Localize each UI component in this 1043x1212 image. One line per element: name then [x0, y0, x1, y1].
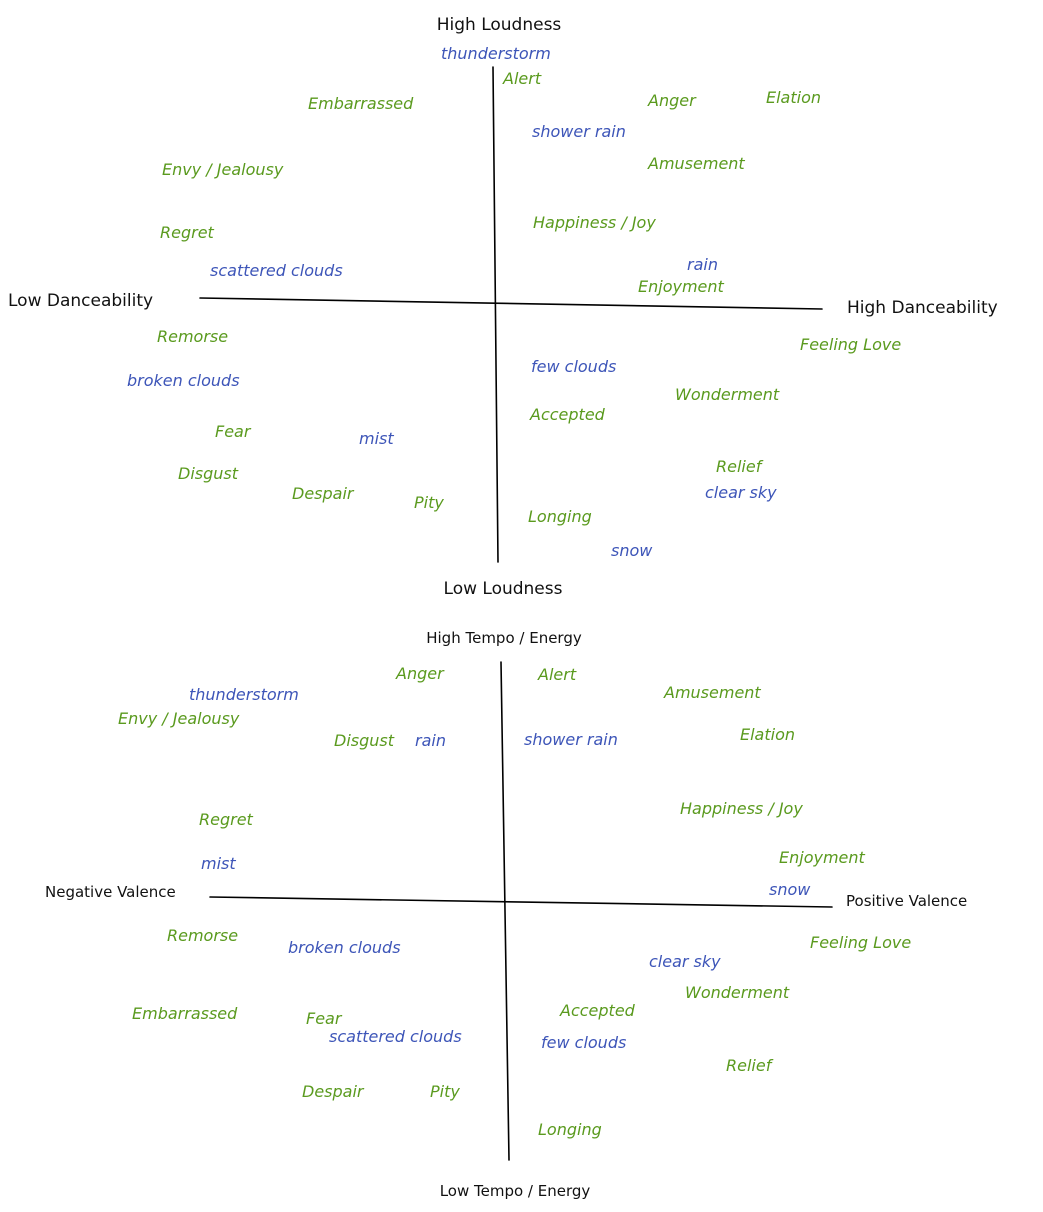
axis-label-bottom: Low Tempo / Energy [440, 1182, 591, 1200]
emotion-label: Regret [160, 223, 215, 242]
emotion-label: Accepted [529, 405, 606, 424]
axis-label-top: High Loudness [437, 15, 562, 35]
emotion-label: Enjoyment [779, 848, 866, 867]
weather-label: broken clouds [288, 938, 401, 957]
emotion-label: Anger [395, 664, 445, 683]
emotion-label: Wonderment [675, 385, 780, 404]
emotion-label: Anger [647, 91, 697, 110]
emotion-label: Envy / Jealousy [162, 160, 284, 179]
weather-label: thunderstorm [441, 44, 551, 63]
emotion-label: Accepted [559, 1001, 636, 1020]
weather-label: clear sky [705, 483, 777, 502]
emotion-label: Happiness / Joy [533, 213, 656, 232]
weather-label: broken clouds [127, 371, 240, 390]
horizontal-axis [209, 896, 833, 908]
emotion-label: Embarrassed [308, 94, 414, 113]
vertical-axis [492, 66, 499, 563]
emotion-label: Pity [430, 1082, 460, 1101]
axis-label-right: High Danceability [847, 298, 998, 318]
weather-label: rain [415, 731, 446, 750]
weather-label: shower rain [532, 122, 626, 141]
emotion-label: Envy / Jealousy [118, 709, 240, 728]
emotion-label: Relief [726, 1056, 774, 1075]
weather-label: few clouds [531, 357, 616, 376]
weather-label: few clouds [541, 1033, 626, 1052]
emotion-label: Happiness / Joy [680, 799, 803, 818]
axis-label-left: Low Danceability [8, 291, 153, 311]
emotion-label: Amusement [647, 154, 745, 173]
emotion-label: Remorse [157, 327, 228, 346]
emotion-label: Alert [502, 69, 542, 88]
weather-label: clear sky [649, 952, 721, 971]
emotion-label: Relief [716, 457, 764, 476]
emotion-label: Pity [414, 493, 444, 512]
weather-label: mist [201, 854, 236, 873]
axis-label-top: High Tempo / Energy [426, 629, 582, 647]
axis-label-right: Positive Valence [846, 892, 967, 910]
emotion-label: Disgust [334, 731, 395, 750]
emotion-label: Feeling Love [800, 335, 901, 354]
emotion-label: Regret [199, 810, 254, 829]
emotion-label: Embarrassed [132, 1004, 238, 1023]
weather-label: scattered clouds [329, 1027, 462, 1046]
axis-label-bottom: Low Loudness [444, 579, 563, 599]
emotion-label: Despair [302, 1082, 365, 1101]
emotion-label: Feeling Love [810, 933, 911, 952]
emotion-label: Elation [740, 725, 795, 744]
emotion-label: Longing [538, 1120, 602, 1139]
emotion-label: Alert [537, 665, 577, 684]
emotion-label: Fear [215, 422, 252, 441]
weather-label: shower rain [524, 730, 618, 749]
weather-label: snow [769, 880, 811, 899]
emotion-label: Amusement [663, 683, 761, 702]
emotion-label: Disgust [178, 464, 239, 483]
weather-label: rain [687, 255, 718, 274]
weather-label: scattered clouds [210, 261, 343, 280]
emotion-label: Enjoyment [638, 277, 725, 296]
axis-label-left: Negative Valence [45, 883, 176, 901]
weather-label: thunderstorm [189, 685, 299, 704]
vertical-axis [500, 661, 510, 1161]
emotion-label: Remorse [167, 926, 238, 945]
diagram-tempo-valence: High Tempo / Energy Low Tempo / Energy N… [45, 629, 967, 1200]
weather-label: snow [611, 541, 653, 560]
diagram-loudness-danceability: High Loudness Low Loudness Low Danceabil… [8, 15, 998, 599]
weather-label: mist [359, 429, 394, 448]
emotion-label: Elation [766, 88, 821, 107]
emotion-label: Fear [306, 1009, 343, 1028]
emotion-label: Wonderment [685, 983, 790, 1002]
horizontal-axis [199, 297, 823, 310]
emotion-label: Longing [528, 507, 592, 526]
emotion-label: Despair [292, 484, 355, 503]
